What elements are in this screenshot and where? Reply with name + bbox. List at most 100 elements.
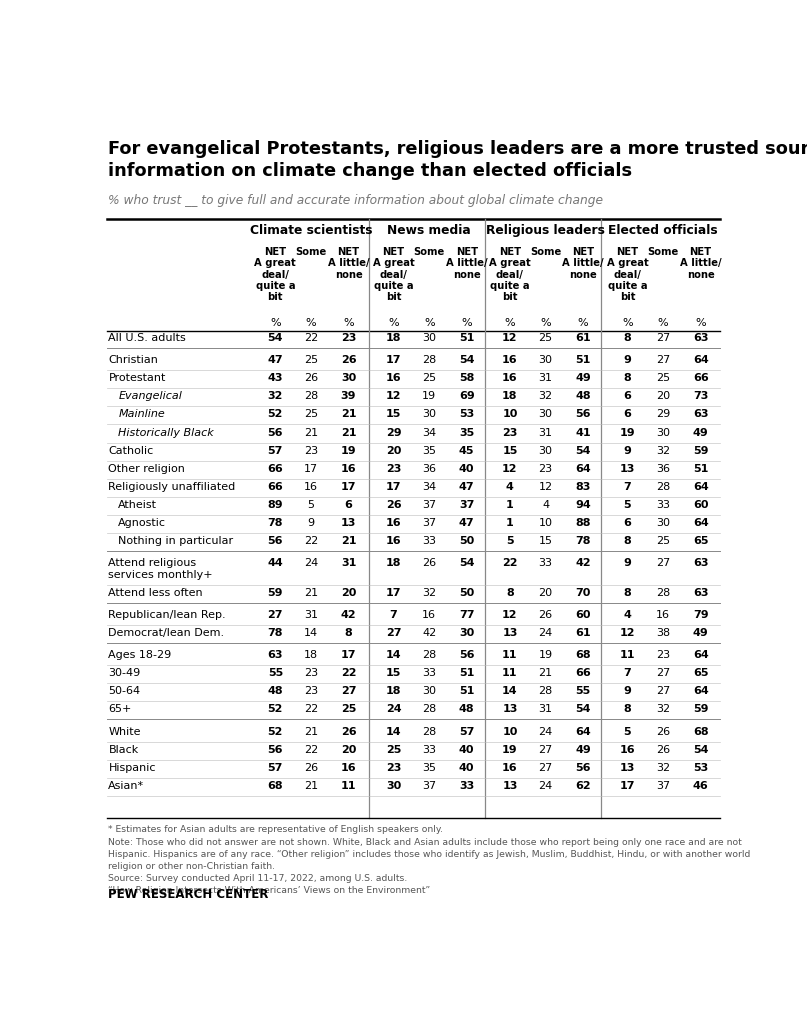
Text: 68: 68 xyxy=(693,726,709,737)
Text: Religious leaders: Religious leaders xyxy=(486,224,605,236)
Text: 11: 11 xyxy=(502,668,517,678)
Text: News media: News media xyxy=(387,224,471,236)
Text: 18: 18 xyxy=(386,686,401,697)
Text: %: % xyxy=(696,318,706,328)
Text: Attend religious
services monthly+: Attend religious services monthly+ xyxy=(108,559,213,580)
Text: 15: 15 xyxy=(386,409,401,419)
Text: 57: 57 xyxy=(268,446,283,455)
Text: 26: 26 xyxy=(304,373,318,384)
Text: 37: 37 xyxy=(422,500,437,510)
Text: 64: 64 xyxy=(692,651,709,660)
Text: 63: 63 xyxy=(693,559,709,569)
Text: 78: 78 xyxy=(268,628,283,638)
Text: 23: 23 xyxy=(304,668,318,678)
Text: 46: 46 xyxy=(692,781,709,791)
Text: 28: 28 xyxy=(656,588,671,597)
Text: 23: 23 xyxy=(502,428,517,438)
Text: 25: 25 xyxy=(386,745,401,755)
Text: 50-64: 50-64 xyxy=(108,686,140,697)
Text: 36: 36 xyxy=(656,463,670,474)
Text: 23: 23 xyxy=(341,333,356,343)
Text: 26: 26 xyxy=(341,355,357,365)
Text: 26: 26 xyxy=(656,726,670,737)
Text: 61: 61 xyxy=(575,333,591,343)
Text: 40: 40 xyxy=(459,763,475,772)
Text: Attend less often: Attend less often xyxy=(108,588,203,597)
Text: 55: 55 xyxy=(575,686,591,697)
Text: Catholic: Catholic xyxy=(108,446,153,455)
Text: 79: 79 xyxy=(693,610,709,620)
Text: 17: 17 xyxy=(620,781,635,791)
Text: 32: 32 xyxy=(538,392,553,401)
Text: 61: 61 xyxy=(575,628,591,638)
Text: 26: 26 xyxy=(656,745,670,755)
Text: 89: 89 xyxy=(268,500,283,510)
Text: 11: 11 xyxy=(620,651,635,660)
Text: 17: 17 xyxy=(304,463,318,474)
Text: %: % xyxy=(540,318,551,328)
Text: 20: 20 xyxy=(341,588,356,597)
Text: NET
A little/
none: NET A little/ none xyxy=(446,248,487,279)
Text: Climate scientists: Climate scientists xyxy=(250,224,372,236)
Text: 66: 66 xyxy=(267,482,283,492)
Text: 54: 54 xyxy=(268,333,283,343)
Text: 88: 88 xyxy=(575,519,591,528)
Text: % who trust __ to give full and accurate information about global climate change: % who trust __ to give full and accurate… xyxy=(108,193,604,207)
Text: NET
A little/
none: NET A little/ none xyxy=(562,248,604,279)
Text: 30: 30 xyxy=(386,781,401,791)
Text: Some: Some xyxy=(414,248,445,257)
Text: 27: 27 xyxy=(538,763,553,772)
Text: 6: 6 xyxy=(624,519,631,528)
Text: 27: 27 xyxy=(341,686,357,697)
Text: 16: 16 xyxy=(341,763,357,772)
Text: 4: 4 xyxy=(542,500,549,510)
Text: %: % xyxy=(504,318,515,328)
Text: 13: 13 xyxy=(620,463,635,474)
Text: 29: 29 xyxy=(656,409,671,419)
Text: 5: 5 xyxy=(307,500,315,510)
Text: 35: 35 xyxy=(459,428,475,438)
Text: 1: 1 xyxy=(506,519,514,528)
Text: 27: 27 xyxy=(656,559,671,569)
Text: 33: 33 xyxy=(422,536,437,546)
Text: 13: 13 xyxy=(502,781,517,791)
Text: 16: 16 xyxy=(502,763,518,772)
Text: 28: 28 xyxy=(422,355,437,365)
Text: 47: 47 xyxy=(459,482,475,492)
Text: 12: 12 xyxy=(502,333,517,343)
Text: 21: 21 xyxy=(341,428,357,438)
Text: 66: 66 xyxy=(267,463,283,474)
Text: Asian*: Asian* xyxy=(108,781,144,791)
Text: 20: 20 xyxy=(341,745,356,755)
Text: 36: 36 xyxy=(422,463,437,474)
Text: 51: 51 xyxy=(459,686,475,697)
Text: 23: 23 xyxy=(538,463,553,474)
Text: 65+: 65+ xyxy=(108,705,132,714)
Text: 49: 49 xyxy=(692,428,709,438)
Text: 48: 48 xyxy=(459,705,475,714)
Text: 30: 30 xyxy=(538,446,553,455)
Text: 15: 15 xyxy=(538,536,553,546)
Text: 14: 14 xyxy=(304,628,318,638)
Text: 6: 6 xyxy=(345,500,353,510)
Text: 70: 70 xyxy=(575,588,591,597)
Text: 23: 23 xyxy=(656,651,670,660)
Text: 64: 64 xyxy=(692,482,709,492)
Text: 27: 27 xyxy=(656,668,671,678)
Text: 33: 33 xyxy=(422,745,437,755)
Text: %: % xyxy=(578,318,588,328)
Text: 64: 64 xyxy=(692,355,709,365)
Text: 27: 27 xyxy=(656,355,671,365)
Text: 50: 50 xyxy=(459,588,475,597)
Text: 55: 55 xyxy=(268,668,283,678)
Text: 16: 16 xyxy=(386,519,401,528)
Text: 59: 59 xyxy=(693,446,709,455)
Text: 9: 9 xyxy=(624,686,631,697)
Text: 12: 12 xyxy=(538,482,553,492)
Text: 66: 66 xyxy=(692,373,709,384)
Text: 63: 63 xyxy=(693,409,709,419)
Text: Other religion: Other religion xyxy=(108,463,186,474)
Text: 63: 63 xyxy=(693,333,709,343)
Text: 21: 21 xyxy=(304,726,318,737)
Text: 13: 13 xyxy=(502,628,517,638)
